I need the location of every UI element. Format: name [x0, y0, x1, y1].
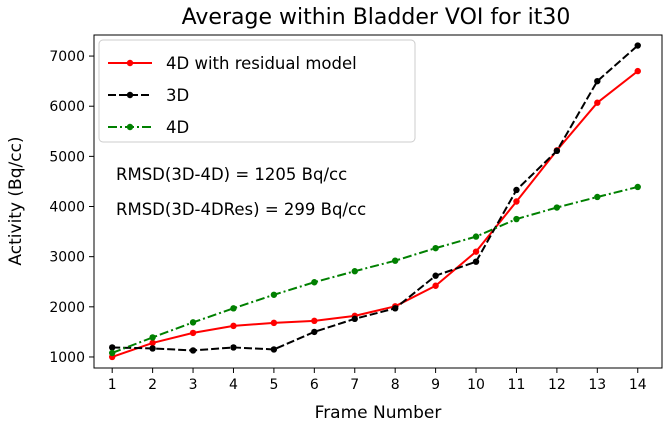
- data-point: [108, 344, 116, 351]
- data-point: [472, 258, 480, 265]
- data-point: [594, 99, 601, 106]
- data-point: [432, 272, 439, 279]
- data-point: [149, 339, 156, 347]
- series-4d: [108, 183, 641, 357]
- y-tick-label: 3000: [49, 250, 85, 266]
- data-point: [513, 186, 520, 194]
- x-tick-label: 1: [108, 377, 117, 393]
- legend-swatch-marker: [126, 59, 134, 67]
- annotation-rmsd-3d-4d: RMSD(3D-4D) = 1205 Bq/cc: [116, 165, 347, 184]
- data-point: [432, 244, 439, 252]
- data-point: [149, 345, 156, 352]
- y-tick-label: 7000: [49, 49, 85, 65]
- y-tick-label: 5000: [49, 149, 85, 165]
- annotation-rmsd-3d-4dres: RMSD(3D-4DRes) = 299 Bq/cc: [116, 200, 366, 219]
- x-tick-label: 8: [391, 377, 400, 393]
- legend-swatch-marker: [126, 123, 134, 131]
- x-axis-label: Frame Number: [315, 403, 442, 423]
- legend-label: 3D: [166, 86, 189, 105]
- series-layer: [108, 42, 641, 361]
- series-line-3d: [112, 44, 639, 352]
- legend: 4D with residual model 3D 4D: [98, 39, 416, 143]
- data-point: [594, 77, 601, 85]
- x-tick-label: 11: [508, 377, 526, 393]
- y-axis-label: Activity (Bq/cc): [6, 136, 26, 265]
- y-axis: 1000 2000 3000 4000 5000 6000 7000: [49, 49, 94, 366]
- legend-swatch-marker: [126, 91, 134, 99]
- data-point: [553, 204, 561, 211]
- data-point: [634, 67, 641, 75]
- y-tick-label: 4000: [49, 200, 85, 216]
- data-point: [351, 268, 358, 275]
- data-point: [553, 147, 561, 155]
- x-tick-label: 4: [229, 377, 238, 393]
- data-point: [472, 233, 480, 240]
- series-line-4d-with-residual-model: [111, 70, 639, 358]
- legend-frame: [98, 39, 416, 143]
- data-point: [472, 248, 480, 255]
- data-point: [634, 183, 641, 191]
- x-tick-label: 13: [588, 377, 606, 393]
- data-point: [230, 344, 237, 351]
- data-point: [230, 322, 237, 330]
- data-point: [311, 317, 318, 325]
- x-tick-label: 6: [310, 377, 319, 393]
- data-point: [189, 329, 197, 337]
- x-tick-label: 12: [548, 377, 566, 393]
- data-point: [311, 328, 318, 336]
- series-3d: [108, 42, 641, 354]
- x-tick-label: 3: [189, 377, 198, 393]
- x-tick-label: 5: [269, 377, 278, 393]
- data-point: [594, 193, 601, 201]
- data-point: [270, 319, 278, 327]
- x-axis: 1 2 3 4 5 6 7 8 9 10 11 12 13 14: [108, 368, 647, 393]
- data-point: [391, 305, 399, 312]
- data-point: [513, 198, 520, 205]
- x-tick-label: 10: [467, 377, 485, 393]
- data-point: [432, 282, 439, 289]
- chart-title: Average within Bladder VOI for it30: [182, 5, 571, 30]
- data-point: [634, 42, 641, 49]
- data-point: [351, 315, 358, 323]
- y-tick-label: 1000: [49, 350, 85, 366]
- legend-label: 4D with residual model: [166, 54, 357, 73]
- data-point: [391, 257, 399, 264]
- data-point: [513, 215, 520, 223]
- series-line-4d: [111, 185, 638, 354]
- data-point: [189, 347, 197, 354]
- data-point: [189, 319, 197, 326]
- y-tick-label: 6000: [49, 99, 85, 115]
- data-point: [230, 305, 237, 312]
- y-tick-label: 2000: [49, 300, 85, 316]
- x-tick-label: 14: [629, 377, 647, 393]
- data-point: [270, 346, 278, 353]
- x-tick-label: 7: [350, 377, 359, 393]
- data-point: [270, 291, 278, 298]
- x-tick-label: 2: [148, 377, 157, 393]
- x-tick-label: 9: [431, 377, 440, 393]
- data-point: [108, 349, 116, 357]
- data-point: [311, 279, 318, 286]
- data-point: [149, 334, 156, 341]
- legend-label: 4D: [166, 118, 189, 137]
